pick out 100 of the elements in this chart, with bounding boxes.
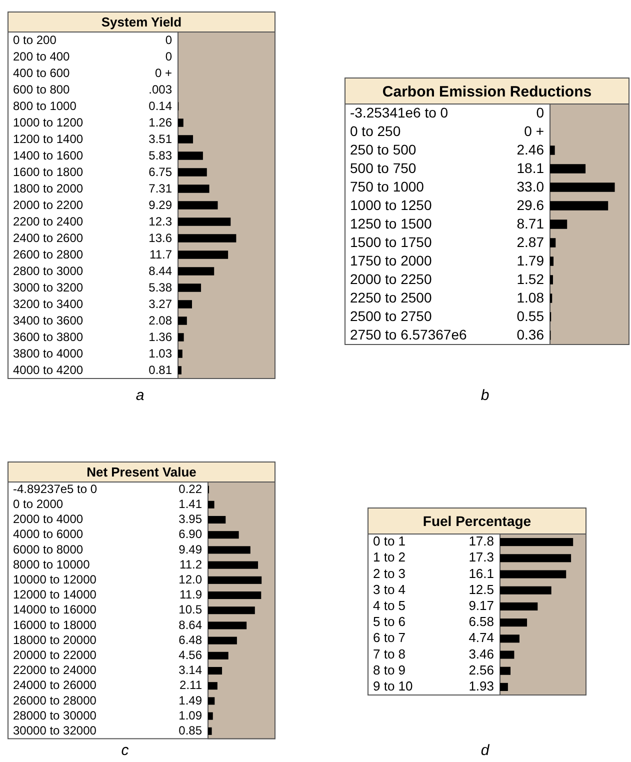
bar — [550, 275, 553, 284]
y-tick-label: 400 to 600 — [13, 66, 70, 80]
y-tick-label: -3.25341e6 to 0 — [350, 104, 448, 120]
bar — [178, 201, 218, 210]
bar — [500, 538, 574, 546]
y-tick-label: 1600 to 1800 — [13, 164, 84, 179]
bar — [208, 576, 262, 584]
data-label: 12.5 — [468, 582, 494, 597]
data-label: 5.83 — [148, 148, 172, 162]
y-tick-label: 14000 to 16000 — [13, 602, 97, 617]
y-tick-label: 0 to 200 — [13, 32, 57, 47]
data-label: 0 — [536, 104, 544, 120]
data-label: 6.48 — [178, 632, 202, 647]
data-label: 2.46 — [516, 141, 544, 158]
data-label: 6.90 — [178, 527, 202, 542]
bar — [500, 602, 538, 610]
data-label: 0.85 — [178, 723, 202, 738]
data-label: 11.2 — [180, 557, 202, 572]
y-tick-label: 2400 to 2600 — [13, 230, 84, 245]
y-tick-label: 3800 to 4000 — [13, 346, 84, 360]
bar — [500, 634, 520, 643]
data-label: 7.31 — [148, 181, 172, 196]
y-tick-label: 500 to 750 — [350, 160, 416, 176]
bar — [178, 316, 187, 325]
bar — [208, 561, 258, 569]
text: c — [121, 742, 130, 759]
y-tick-label: 12000 to 14000 — [13, 588, 97, 602]
bar — [500, 570, 566, 578]
y-tick-label: 3000 to 3200 — [13, 280, 84, 294]
bar — [550, 182, 615, 192]
y-tick-label: -4.89237e5 to 0 — [13, 482, 98, 496]
data-label: 0.55 — [516, 308, 544, 324]
y-tick-label: 3 to 4 — [373, 582, 406, 597]
chart-title: Net Present Value — [86, 464, 196, 480]
y-tick-label: 0 to 1 — [373, 534, 406, 549]
y-tick-label: 26000 to 28000 — [13, 693, 97, 708]
bar — [550, 164, 586, 174]
data-label: 0 + — [154, 66, 172, 80]
y-tick-label: 800 to 1000 — [13, 98, 77, 113]
bar — [500, 618, 528, 627]
bar — [208, 591, 262, 600]
data-label: 1.41 — [178, 496, 202, 511]
y-tick-label: 2000 to 2200 — [13, 198, 84, 212]
data-label: 0.36 — [516, 326, 544, 342]
text: b — [480, 387, 490, 404]
data-label: 3.14 — [178, 663, 202, 678]
y-tick-label: 1250 to 1500 — [350, 215, 432, 232]
bar — [178, 218, 231, 226]
data-label: 9.17 — [468, 598, 494, 613]
data-label: 17.8 — [468, 534, 494, 549]
data-label: 0.81 — [148, 362, 172, 377]
data-label: 2.87 — [516, 234, 544, 250]
y-tick-label: 2250 to 2500 — [350, 289, 432, 306]
y-tick-label: 2000 to 2250 — [350, 270, 432, 287]
data-label: 0 — [165, 49, 172, 64]
y-tick-label: 200 to 400 — [13, 49, 70, 64]
y-tick-label: 16000 to 18000 — [13, 618, 97, 632]
bar — [550, 220, 568, 229]
chart-title: System Yield — [101, 14, 182, 30]
bar — [208, 652, 228, 660]
y-tick-label: 9 to 10 — [373, 678, 413, 694]
data-label: 5.38 — [148, 280, 172, 294]
data-label: 13.6 — [148, 230, 172, 245]
y-tick-label: 0 to 250 — [350, 122, 401, 139]
y-tick-label: 7 to 8 — [373, 646, 406, 662]
bar — [208, 727, 212, 735]
bar — [208, 682, 218, 690]
bar — [178, 250, 228, 259]
bar — [500, 666, 511, 675]
bar — [550, 146, 555, 155]
bar — [550, 201, 608, 210]
data-label: 1.09 — [178, 708, 202, 722]
y-tick-label: 2800 to 3000 — [13, 264, 84, 278]
data-label: 6.58 — [468, 614, 494, 630]
y-tick-label: 1200 to 1400 — [13, 132, 84, 146]
y-tick-label: 8 to 9 — [373, 662, 406, 678]
data-label: 8.44 — [148, 264, 172, 278]
bar — [178, 333, 184, 342]
y-tick-label: 5 to 6 — [373, 614, 406, 630]
chart-title: Carbon Emission Reductions — [382, 83, 592, 100]
y-tick-label: 6000 to 8000 — [13, 542, 84, 556]
data-label: 4.56 — [178, 648, 202, 662]
data-label: 3.27 — [148, 296, 172, 311]
data-label: 1.03 — [148, 346, 172, 360]
y-tick-label: 1800 to 2000 — [13, 181, 84, 196]
bar — [208, 636, 237, 644]
y-tick-label: 6 to 7 — [373, 630, 406, 646]
data-label: 2.08 — [148, 313, 172, 328]
bar — [208, 697, 215, 705]
data-label: 0.14 — [148, 98, 172, 113]
bar — [208, 531, 239, 539]
y-tick-label: 1000 to 1200 — [13, 115, 84, 130]
y-tick-label: 2600 to 2800 — [13, 247, 84, 262]
bar — [178, 152, 203, 160]
y-tick-label: 2 to 3 — [373, 566, 406, 581]
bar — [178, 350, 182, 358]
y-tick-label: 2500 to 2750 — [350, 308, 432, 324]
data-label: 2.56 — [468, 662, 494, 678]
bar — [208, 500, 214, 508]
data-label: 0.22 — [178, 482, 202, 496]
